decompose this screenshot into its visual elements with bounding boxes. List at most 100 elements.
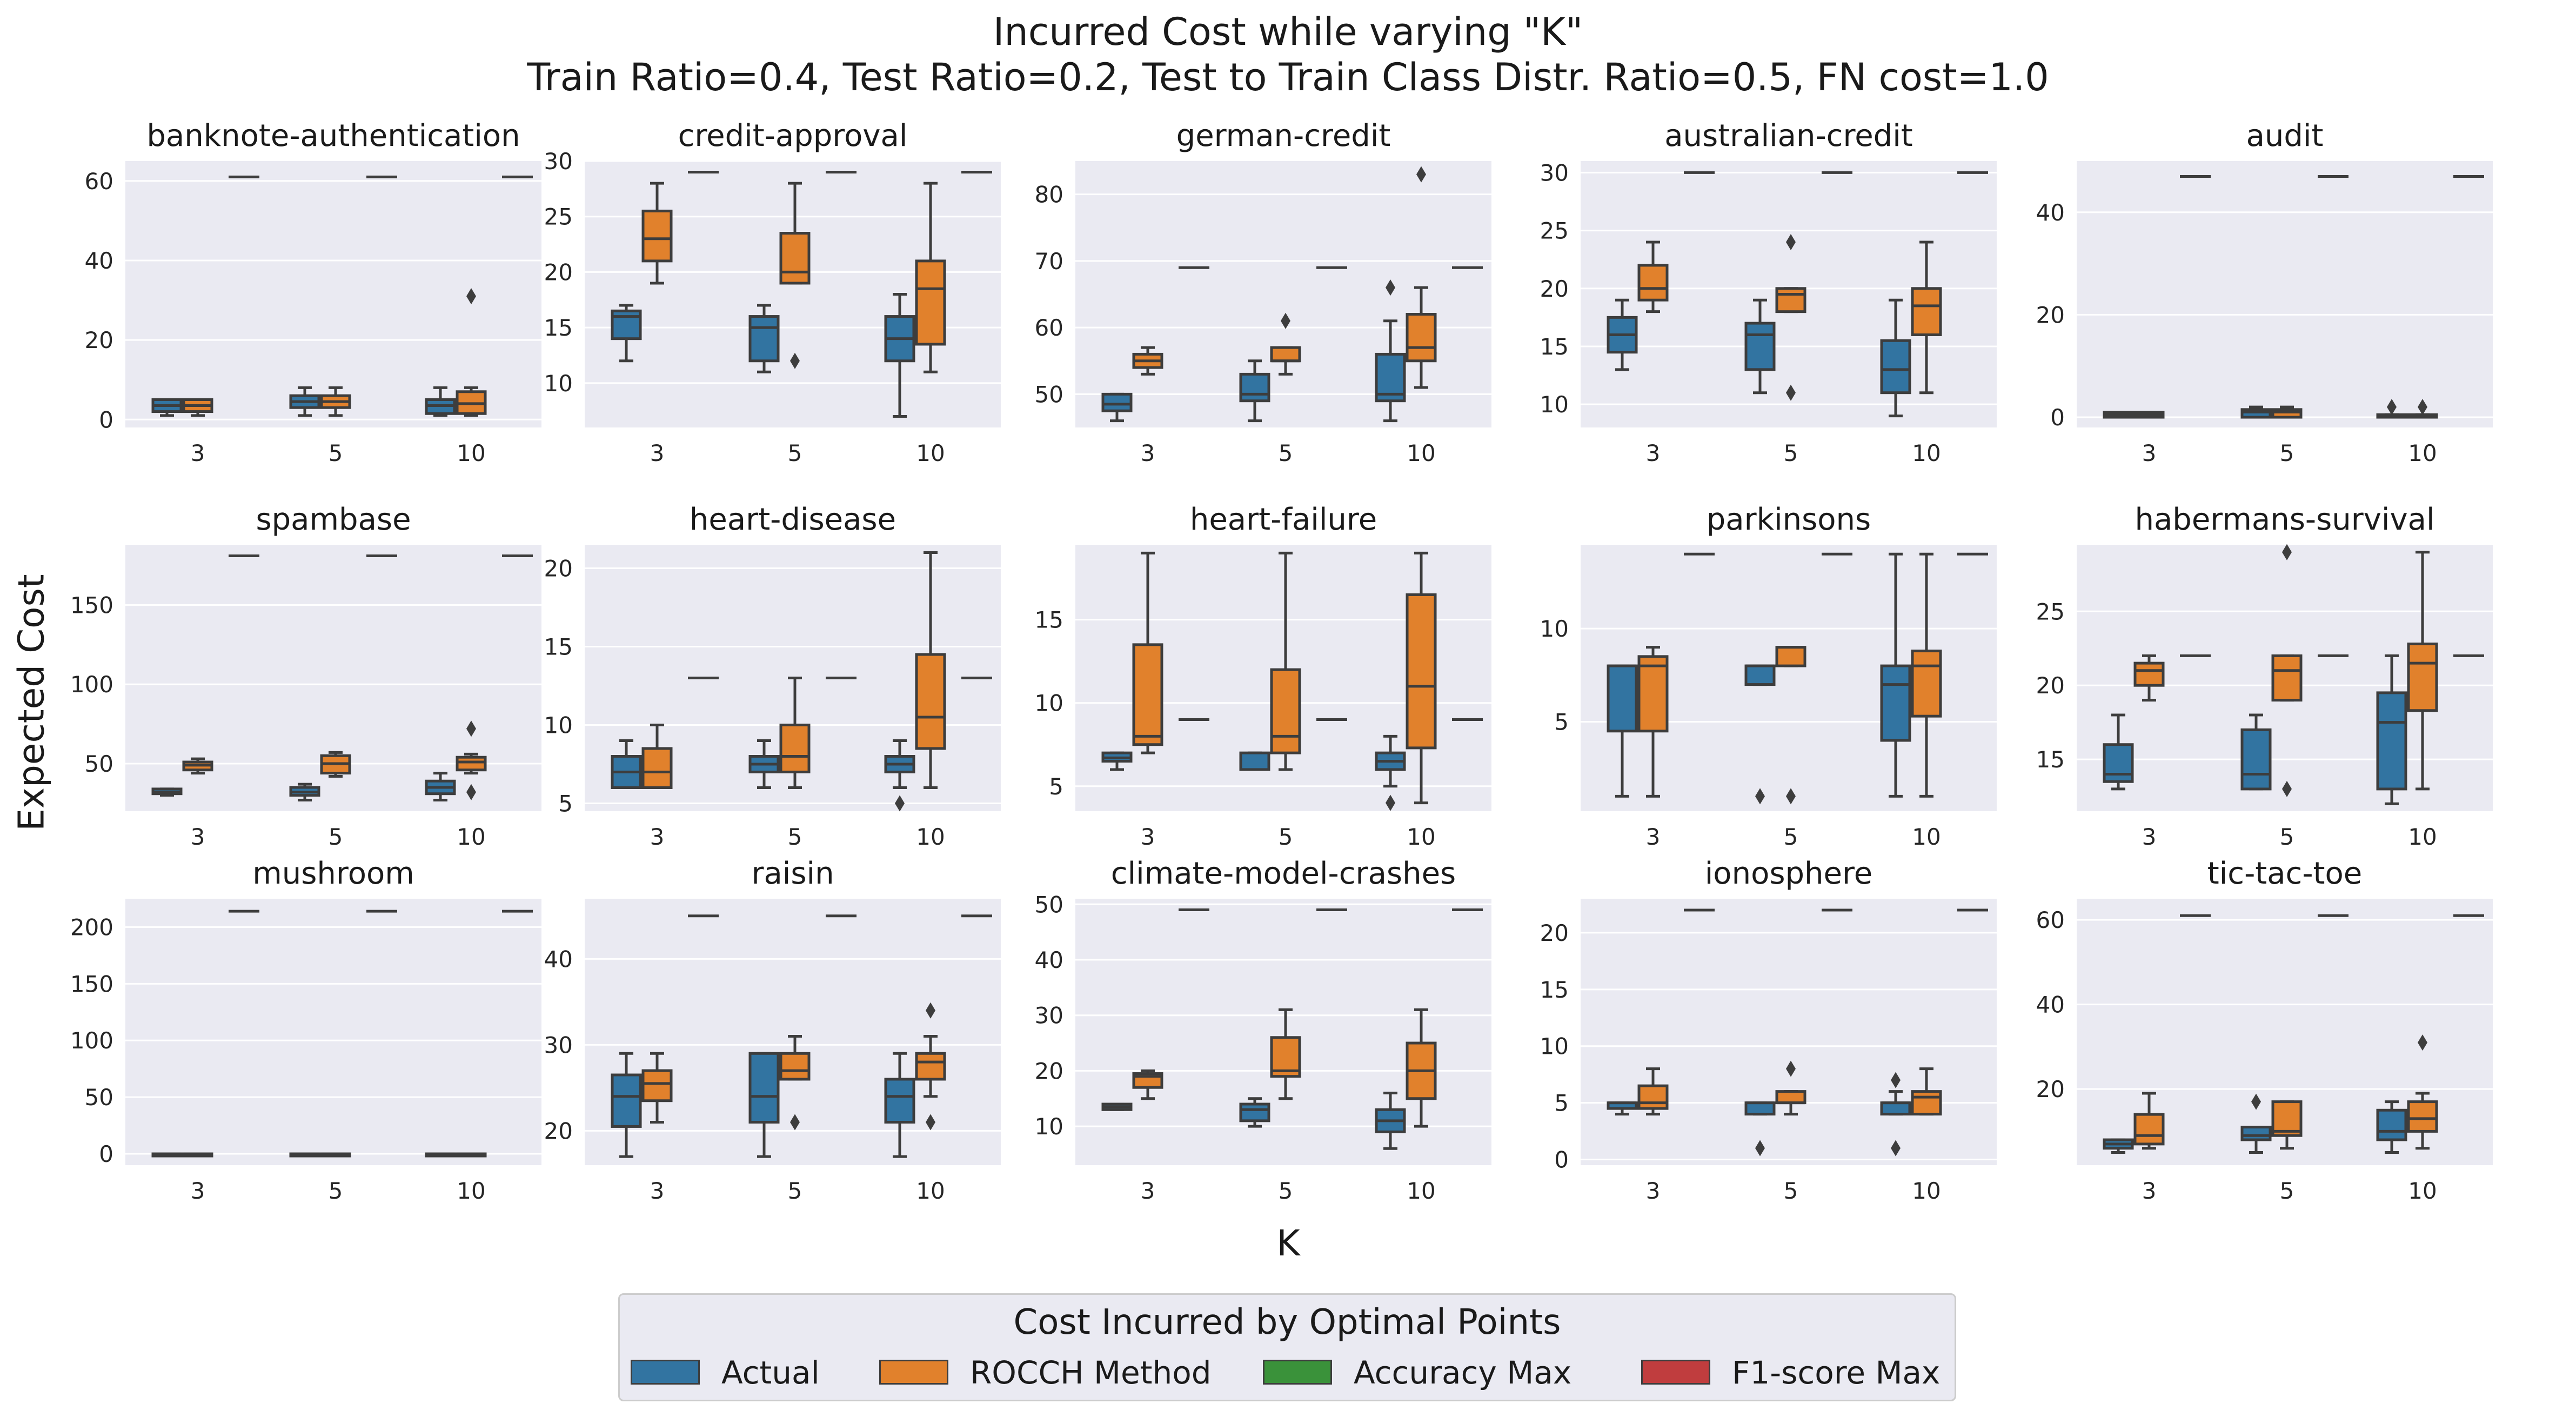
actual-box	[1744, 664, 1776, 686]
panel-title: spambase	[256, 502, 411, 537]
rocch-box	[641, 209, 673, 263]
rocch-outlier	[926, 1114, 935, 1131]
rocch-box	[2407, 1100, 2438, 1133]
actual-outlier	[895, 795, 905, 812]
actual-outlier	[2387, 399, 2397, 416]
y-tick-label: 150	[70, 971, 113, 997]
panel-parkinsons: 5 10 3 5 10 parkinsons	[1540, 502, 1997, 850]
x-tick-label: 5	[788, 440, 802, 466]
actual-box	[1880, 1101, 1911, 1116]
y-tick-label: 10	[1035, 1113, 1063, 1140]
legend-label-f1-max: F1-score Max	[1732, 1354, 1941, 1391]
x-tick-label: 5	[1784, 440, 1798, 466]
rocch-box	[641, 747, 673, 789]
x-tick-label: 10	[457, 824, 485, 850]
x-tick-label: 3	[2142, 440, 2157, 466]
rocch-box	[2133, 1113, 2165, 1146]
panel-habermans-survival: 15 20 25 3 5 10 habermans-survival	[2036, 502, 2493, 850]
y-tick-label: 30	[544, 1032, 573, 1058]
y-tick-label: 60	[85, 168, 113, 195]
rocch-box	[779, 724, 811, 773]
y-tick-label: 50	[1035, 381, 1063, 407]
x-tick-label: 5	[329, 1178, 343, 1204]
rocch-box	[915, 259, 946, 346]
actual-outlier	[1755, 1140, 1765, 1157]
actual-outlier	[1891, 1140, 1901, 1157]
y-tick-label: 15	[1035, 607, 1063, 633]
plot-area	[2077, 161, 2493, 427]
rocch-outlier	[2418, 399, 2427, 416]
rocch-box	[456, 756, 487, 772]
x-tick-label: 5	[2280, 440, 2294, 466]
y-tick-label: 0	[1554, 1147, 1569, 1173]
rocch-box	[1775, 1090, 1806, 1105]
figure-title-line-1: Incurred Cost while varying "K"	[993, 10, 1583, 54]
x-tick-label: 10	[1407, 1178, 1435, 1204]
figure-title-line-2: Train Ratio=0.4, Test Ratio=0.2, Test to…	[527, 55, 2049, 99]
rocch-outlier	[790, 1114, 800, 1131]
y-tick-label: 20	[85, 327, 113, 353]
x-tick-label: 5	[2280, 824, 2294, 850]
x-tick-label: 5	[2280, 1178, 2294, 1204]
rocch-outlier	[2282, 544, 2292, 560]
y-tick-label: 80	[1035, 182, 1063, 208]
y-tick-label: 20	[1540, 276, 1569, 302]
rocch-box	[1911, 650, 1942, 718]
x-tick-label: 5	[1279, 824, 1293, 850]
x-axis-label: K	[1276, 1222, 1300, 1264]
rocch-outlier	[2282, 780, 2292, 797]
actual-box	[1880, 664, 1911, 742]
x-tick-label: 3	[1646, 824, 1661, 850]
y-tick-label: 25	[544, 204, 573, 230]
y-tick-label: 15	[2036, 746, 2065, 773]
rocch-box	[1637, 1084, 1669, 1110]
plot-area	[1581, 899, 1997, 1165]
x-tick-label: 10	[916, 440, 945, 466]
rocch-box	[1775, 646, 1806, 667]
actual-outlier	[1386, 279, 1395, 296]
actual-box	[2240, 728, 2272, 791]
rocch-box	[1637, 655, 1669, 733]
panel-mushroom: 0 50 100 150 200 3 5 10 mushroom	[70, 856, 541, 1204]
panel-german-credit: 50 60 70 80 3 5 10 german-credit	[1035, 118, 1491, 466]
rocch-outlier	[926, 1002, 935, 1019]
actual-outlier	[2251, 1093, 2261, 1110]
y-tick-label: 70	[1035, 248, 1063, 275]
y-tick-label: 20	[2036, 1076, 2065, 1102]
x-tick-label: 10	[1407, 440, 1435, 466]
panel-title: tic-tac-toe	[2207, 856, 2362, 891]
actual-box	[1239, 1102, 1270, 1122]
x-tick-label: 10	[1912, 824, 1941, 850]
panel-title: heart-failure	[1190, 502, 1377, 537]
y-tick-label: 15	[544, 315, 573, 341]
y-tick-label: 40	[544, 946, 573, 972]
panel-title: german-credit	[1176, 118, 1391, 153]
actual-box	[2240, 1126, 2272, 1141]
panel-title: heart-disease	[690, 502, 896, 537]
actual-box	[1744, 322, 1776, 371]
legend-swatch-rocch	[879, 1360, 948, 1385]
rocch-box	[1775, 287, 1806, 313]
y-tick-label: 20	[544, 556, 573, 582]
actual-box	[1239, 751, 1270, 771]
y-tick-label: 5	[1554, 1090, 1569, 1117]
legend-swatch-f1-max	[1641, 1360, 1710, 1385]
panel-title: mushroom	[252, 856, 414, 891]
rocch-box	[1406, 593, 1437, 750]
panel-spambase: 50 100 150 3 5 10 spambase	[70, 502, 541, 850]
y-tick-label: 20	[544, 259, 573, 285]
y-tick-label: 5	[558, 791, 573, 817]
plot-area	[125, 899, 541, 1165]
rocch-box	[1270, 346, 1301, 363]
panel-title: climate-model-crashes	[1111, 856, 1456, 891]
y-tick-label: 60	[1035, 315, 1063, 341]
y-tick-label: 10	[544, 712, 573, 739]
y-tick-label: 40	[85, 248, 113, 274]
y-tick-label: 25	[1540, 218, 1569, 244]
rocch-box	[1270, 668, 1301, 754]
actual-outlier	[1891, 1072, 1901, 1088]
rocch-outlier	[1786, 1060, 1796, 1077]
actual-box	[1744, 1101, 1776, 1116]
